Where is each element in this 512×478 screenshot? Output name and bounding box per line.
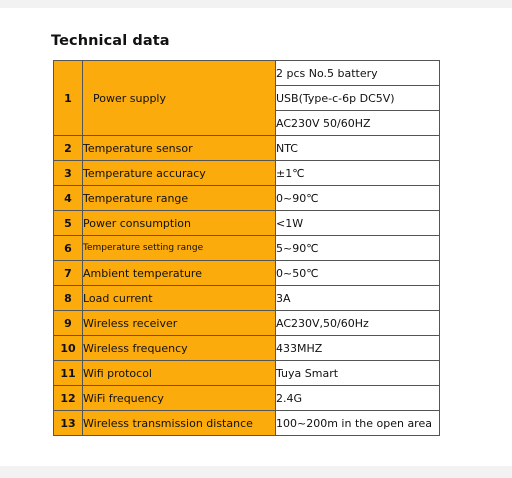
table-row: 4 Temperature range 0~90℃	[53, 185, 440, 211]
table-row: 1 Power supply 2 pcs No.5 battery	[53, 60, 440, 136]
table-row: 5 Power consumption <1W	[53, 210, 440, 236]
parameter-value: 0~90℃	[275, 185, 440, 211]
parameter-value: NTC	[275, 135, 440, 161]
parameter-name: Power consumption	[82, 210, 276, 236]
parameter-value: 2.4G	[275, 385, 440, 411]
row-number: 9	[53, 310, 83, 336]
parameter-value: Tuya Smart	[275, 360, 440, 386]
parameter-name: Temperature setting range	[82, 235, 276, 261]
row-number: 5	[53, 210, 83, 236]
row-number: 11	[53, 360, 83, 386]
parameter-value: ±1℃	[275, 160, 440, 186]
parameter-name: Ambient temperature	[82, 260, 276, 286]
parameter-value: 0~50℃	[275, 260, 440, 286]
parameter-name: Temperature range	[82, 185, 276, 211]
table-row: 13 Wireless transmission distance 100~20…	[53, 410, 440, 436]
parameter-value: AC230V,50/60Hz	[275, 310, 440, 336]
parameter-value: AC230V 50/60HZ	[275, 110, 440, 136]
parameter-value: USB(Type-c-6p DC5V)	[275, 85, 440, 111]
table-row: 11 Wifi protocol Tuya Smart	[53, 360, 440, 386]
parameter-name: Wireless transmission distance	[82, 410, 276, 436]
row-number: 6	[53, 235, 83, 261]
parameter-value: 100~200m in the open area	[275, 410, 440, 436]
parameter-value: 5~90℃	[275, 235, 440, 261]
parameter-value: 3A	[275, 285, 440, 311]
table-row: 12 WiFi frequency 2.4G	[53, 385, 440, 411]
parameter-name: Wireless frequency	[82, 335, 276, 361]
technical-data-table: 1 Power supply 2 pcs No.5 battery USB(Ty…	[53, 60, 440, 436]
parameter-name: WiFi frequency	[82, 385, 276, 411]
parameter-value: 433MHZ	[275, 335, 440, 361]
row-number: 4	[53, 185, 83, 211]
table-row: 7 Ambient temperature 0~50℃	[53, 260, 440, 286]
parameter-value: 2 pcs No.5 battery	[275, 60, 440, 86]
parameter-name: Power supply	[82, 60, 276, 136]
parameter-name: Wireless receiver	[82, 310, 276, 336]
row-number: 3	[53, 160, 83, 186]
table-row: AC230V 50/60HZ	[54, 110, 440, 136]
row-number: 7	[53, 260, 83, 286]
parameter-value: <1W	[275, 210, 440, 236]
row-number: 8	[53, 285, 83, 311]
table-row: USB(Type-c-6p DC5V)	[54, 85, 440, 111]
table-row: 8 Load current 3A	[53, 285, 440, 311]
table-row: 9 Wireless receiver AC230V,50/60Hz	[53, 310, 440, 336]
row-number: 13	[53, 410, 83, 436]
parameter-name: Load current	[82, 285, 276, 311]
table-row: 3 Temperature accuracy ±1℃	[53, 160, 440, 186]
row-number: 1	[53, 60, 83, 136]
parameter-name: Temperature sensor	[82, 135, 276, 161]
row-number: 2	[53, 135, 83, 161]
row-number: 12	[53, 385, 83, 411]
table-row: 10 Wireless frequency 433MHZ	[53, 335, 440, 361]
table-row: 6 Temperature setting range 5~90℃	[53, 235, 440, 261]
table-row: 2 Temperature sensor NTC	[53, 135, 440, 161]
parameter-name: Temperature accuracy	[82, 160, 276, 186]
row-number: 10	[53, 335, 83, 361]
page-title: Technical data	[51, 33, 170, 49]
parameter-name: Wifi protocol	[82, 360, 276, 386]
